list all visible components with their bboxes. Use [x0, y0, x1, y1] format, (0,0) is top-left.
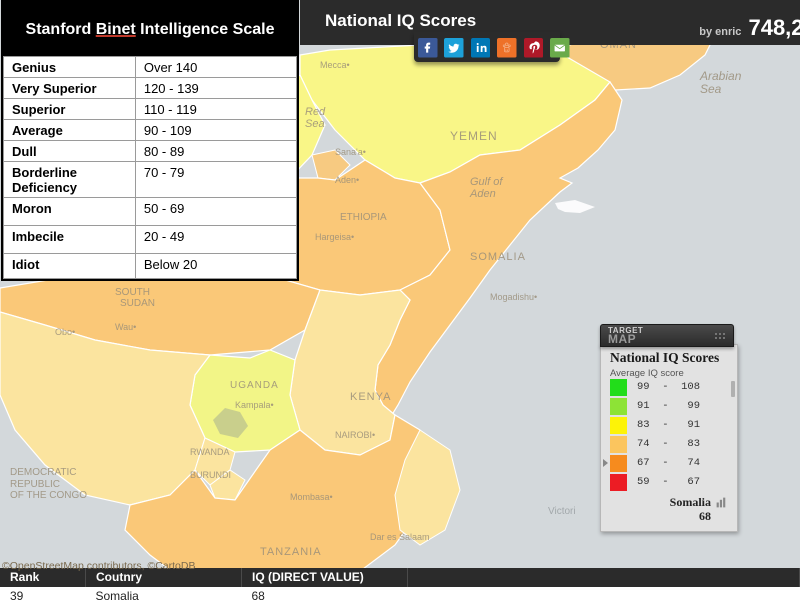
svg-text:REPUBLIC: REPUBLIC — [10, 479, 60, 490]
svg-text:Victori: Victori — [548, 506, 576, 517]
svg-text:Sea: Sea — [305, 118, 325, 130]
svg-text:Sana'a•: Sana'a• — [335, 147, 366, 157]
svg-text:Aden: Aden — [469, 188, 496, 200]
svg-text:Mecca•: Mecca• — [320, 60, 350, 70]
svg-text:SOMALIA: SOMALIA — [470, 251, 526, 263]
svg-text:SUDAN: SUDAN — [120, 298, 155, 309]
svg-text:SOUTH: SOUTH — [115, 287, 150, 298]
svg-text:Mogadishu•: Mogadishu• — [490, 292, 537, 302]
svg-text:OF THE CONGO: OF THE CONGO — [10, 490, 87, 501]
svg-text:Obo•: Obo• — [55, 327, 75, 337]
svg-text:YEMEN: YEMEN — [450, 129, 498, 143]
svg-text:Gulf of: Gulf of — [470, 176, 503, 188]
svg-text:NAIROBI•: NAIROBI• — [335, 430, 375, 440]
svg-text:Hargeisa•: Hargeisa• — [315, 232, 354, 242]
svg-text:UGANDA: UGANDA — [230, 380, 279, 391]
svg-text:Arabian: Arabian — [699, 69, 742, 83]
svg-text:KENYA: KENYA — [350, 391, 391, 403]
svg-text:ETHIOPIA: ETHIOPIA — [340, 212, 387, 223]
svg-text:Red: Red — [305, 106, 326, 118]
svg-text:RWANDA: RWANDA — [190, 447, 230, 457]
svg-text:Dar es Salaam: Dar es Salaam — [370, 532, 430, 542]
svg-text:BURUNDI: BURUNDI — [190, 470, 231, 480]
svg-text:DEMOCRATIC: DEMOCRATIC — [10, 467, 76, 478]
svg-text:TANZANIA: TANZANIA — [260, 546, 322, 558]
svg-text:Sea: Sea — [700, 82, 722, 96]
svg-text:Mombasa•: Mombasa• — [290, 492, 333, 502]
svg-text:Aden•: Aden• — [335, 175, 359, 185]
svg-text:Kampala•: Kampala• — [235, 400, 274, 410]
svg-text:Wau•: Wau• — [115, 322, 136, 332]
